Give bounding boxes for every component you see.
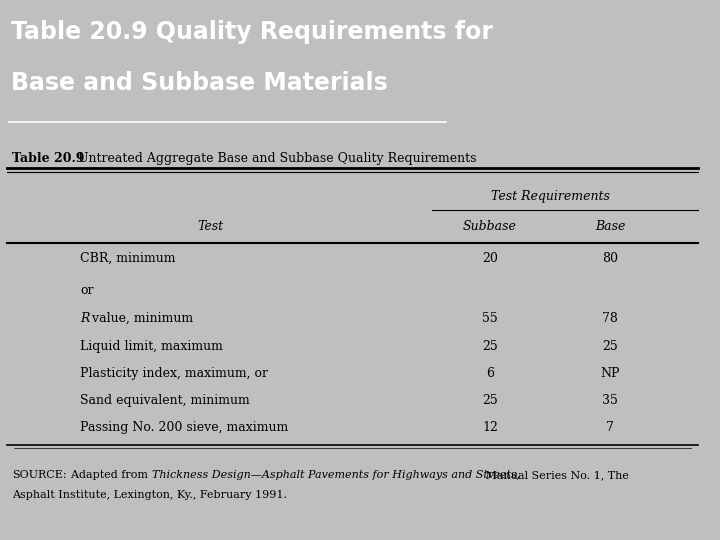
Text: Table 20.9 Quality Requirements for: Table 20.9 Quality Requirements for [11,19,492,44]
Text: Base and Subbase Materials: Base and Subbase Materials [11,71,387,96]
Text: Passing No. 200 sieve, maximum: Passing No. 200 sieve, maximum [80,421,288,434]
Text: Plasticity index, maximum, or: Plasticity index, maximum, or [80,367,268,380]
Text: Thickness Design—Asphalt Pavements for Highways and Streets,: Thickness Design—Asphalt Pavements for H… [152,470,521,480]
Text: 25: 25 [482,394,498,407]
Text: Manual Series No. 1, The: Manual Series No. 1, The [482,470,629,480]
Text: R: R [80,312,89,325]
Text: Table 20.9: Table 20.9 [12,152,84,165]
Text: Asphalt Institute, Lexington, Ky., February 1991.: Asphalt Institute, Lexington, Ky., Febru… [12,490,287,500]
Text: 25: 25 [602,340,618,353]
Text: 35: 35 [602,394,618,407]
Text: Test Requirements: Test Requirements [490,190,609,203]
Text: Untreated Aggregate Base and Subbase Quality Requirements: Untreated Aggregate Base and Subbase Qua… [70,152,477,165]
Text: Sand equivalent, minimum: Sand equivalent, minimum [80,394,250,407]
Text: 7: 7 [606,421,614,434]
Text: Base: Base [595,220,625,233]
Text: Subbase: Subbase [463,220,517,233]
Text: NP: NP [600,367,620,380]
Text: 80: 80 [602,252,618,265]
Text: CBR, minimum: CBR, minimum [80,252,176,265]
Text: 12: 12 [482,421,498,434]
Text: 78: 78 [602,312,618,325]
Text: 25: 25 [482,340,498,353]
Text: SOURCE:: SOURCE: [12,470,67,480]
Text: 20: 20 [482,252,498,265]
Text: 6: 6 [486,367,494,380]
Text: 55: 55 [482,312,498,325]
Text: value, minimum: value, minimum [88,312,193,325]
Text: Test: Test [197,220,223,233]
Text: Liquid limit, maximum: Liquid limit, maximum [80,340,223,353]
Text: or: or [80,284,94,297]
Text: Adapted from: Adapted from [64,470,151,480]
